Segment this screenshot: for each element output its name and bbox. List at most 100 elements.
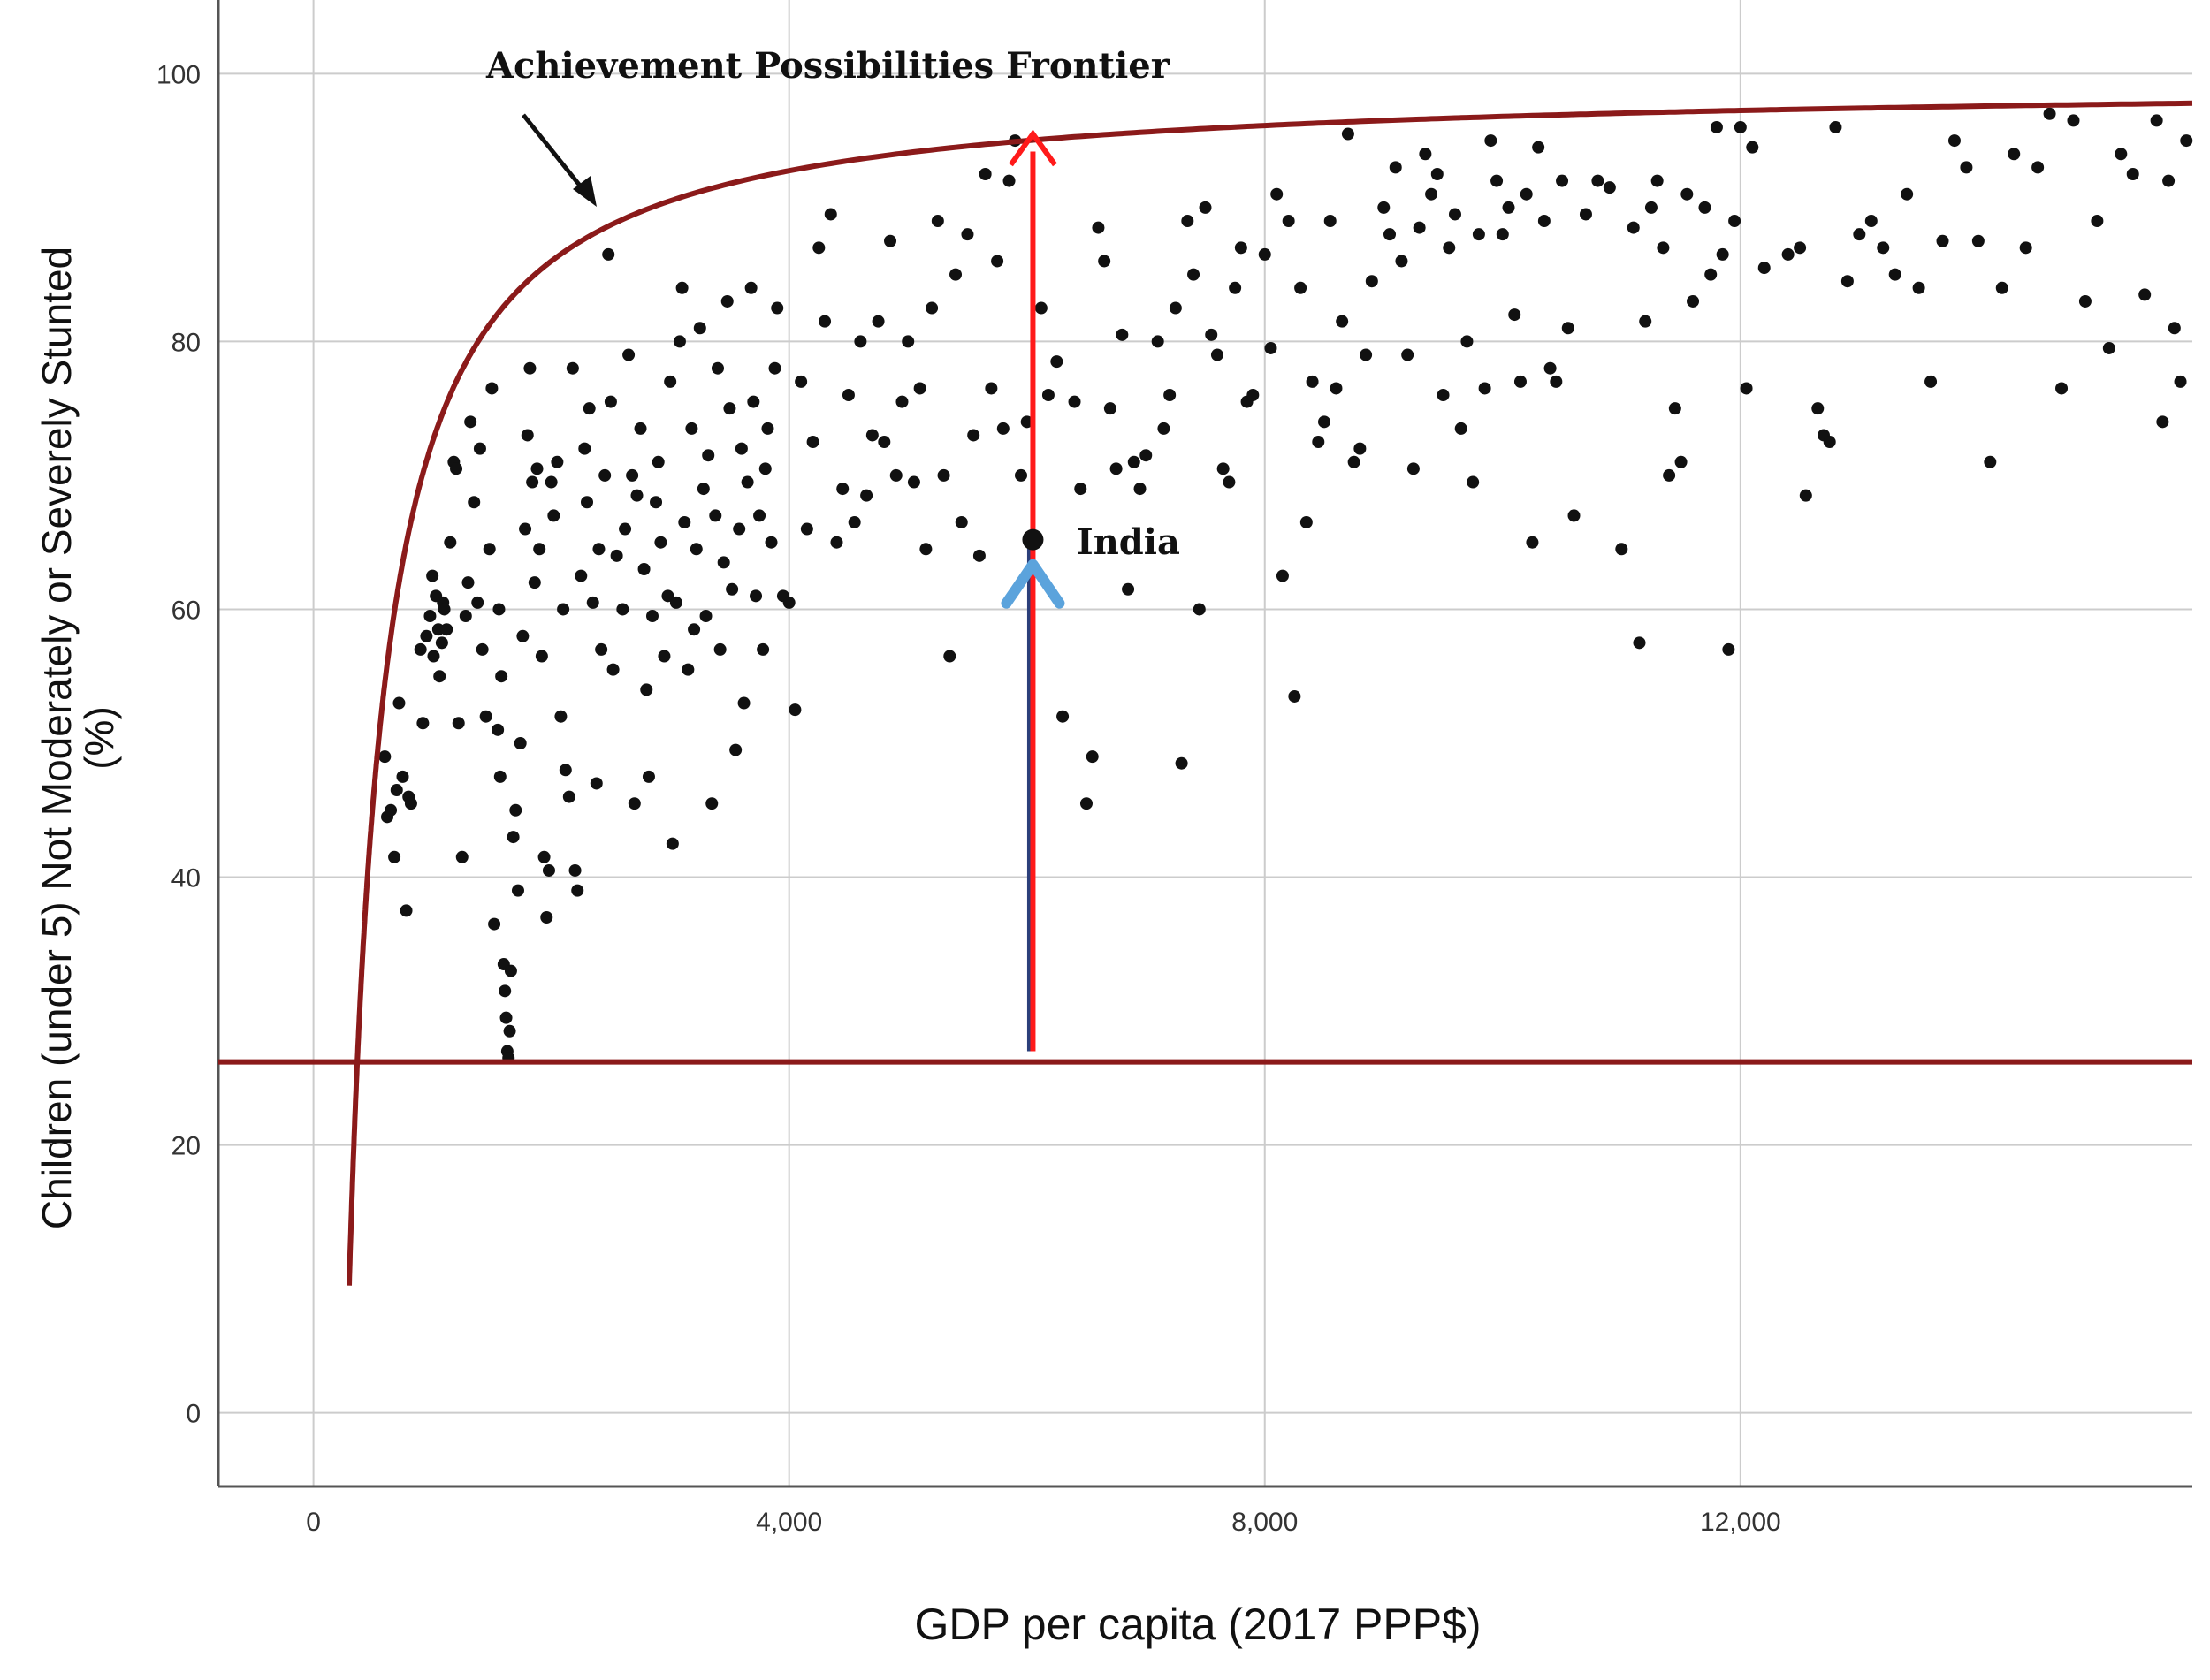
data-point	[473, 442, 486, 455]
data-point	[1223, 475, 1236, 489]
data-point	[1050, 355, 1063, 369]
data-point	[2126, 167, 2139, 180]
data-point	[547, 509, 560, 522]
data-point	[782, 596, 796, 609]
data-point	[476, 642, 489, 656]
data-point	[884, 234, 897, 247]
data-point	[1716, 247, 1729, 261]
data-point	[1901, 187, 1914, 201]
data-point	[865, 429, 879, 442]
data-point	[604, 395, 617, 408]
data-point	[1109, 462, 1123, 475]
data-point	[1258, 247, 1271, 261]
y-tick-label: 80	[171, 328, 201, 357]
data-point	[468, 496, 481, 509]
data-point	[1947, 134, 1961, 148]
data-point	[2174, 375, 2187, 388]
data-point	[1056, 710, 1070, 723]
data-point	[535, 650, 548, 663]
data-point	[396, 770, 409, 783]
data-point	[726, 582, 739, 596]
data-point	[675, 281, 689, 294]
data-point	[1478, 382, 1491, 395]
data-point	[902, 335, 915, 348]
data-point	[523, 361, 537, 375]
data-point	[645, 610, 659, 623]
data-point	[1513, 375, 1527, 388]
data-point	[385, 803, 398, 817]
data-point	[540, 910, 553, 924]
data-point	[1395, 255, 1408, 268]
data-point	[806, 436, 819, 449]
data-point	[1401, 348, 1414, 361]
data-point	[750, 589, 763, 603]
data-point	[1740, 382, 1753, 395]
data-point	[2043, 107, 2056, 120]
data-point	[461, 576, 475, 589]
data-point	[1002, 174, 1016, 187]
data-point	[836, 483, 850, 496]
data-point	[1406, 462, 1420, 475]
data-point	[2019, 241, 2032, 255]
data-point	[991, 255, 1004, 268]
y-tick-label: 100	[156, 60, 201, 89]
tick-labels: 0 4,000 8,000 12,000 0 20 40 60 80 100	[156, 60, 1781, 1537]
data-point	[1175, 756, 1188, 770]
data-point	[919, 543, 933, 556]
data-point	[713, 642, 727, 656]
data-point	[812, 241, 826, 255]
x-tick-label: 0	[306, 1508, 321, 1537]
data-point	[578, 442, 591, 455]
data-point	[1687, 294, 1700, 308]
data-point	[626, 468, 639, 482]
data-point	[1668, 402, 1681, 415]
y-axis-title: Children (under 5) Not Moderately or Sev…	[34, 247, 122, 1229]
data-point	[654, 536, 667, 549]
data-point	[1556, 174, 1569, 187]
data-point	[1877, 241, 1890, 255]
data-point	[1550, 375, 1563, 388]
data-point	[1627, 221, 1640, 234]
data-point	[907, 475, 920, 489]
data-point	[1924, 375, 1938, 388]
data-point	[2156, 415, 2169, 429]
data-point	[937, 468, 950, 482]
data-point	[795, 375, 808, 388]
data-point	[720, 294, 734, 308]
data-point	[581, 496, 594, 509]
data-point	[1698, 201, 1711, 214]
data-point	[824, 208, 837, 221]
data-point	[1079, 797, 1093, 810]
data-point	[526, 475, 539, 489]
data-point	[771, 301, 784, 315]
data-point	[1579, 208, 1592, 221]
data-point	[562, 790, 575, 803]
data-point	[492, 723, 505, 736]
data-point	[961, 228, 974, 241]
data-point	[996, 422, 1010, 435]
data-point	[1336, 315, 1349, 328]
data-point	[444, 536, 457, 549]
data-point	[483, 543, 496, 556]
data-point	[1746, 141, 1759, 154]
data-point	[485, 382, 499, 395]
data-point	[1460, 335, 1474, 348]
data-point	[433, 670, 446, 683]
data-point	[1074, 483, 1087, 496]
y-axis-title-line2: (%)	[76, 706, 122, 770]
data-point	[1234, 241, 1247, 255]
data-point	[1210, 348, 1223, 361]
data-point	[658, 650, 671, 663]
data-point	[575, 569, 588, 582]
data-point	[388, 850, 401, 863]
data-point	[551, 455, 564, 468]
data-point	[493, 770, 507, 783]
data-point	[673, 335, 686, 348]
y-tick-label: 60	[171, 596, 201, 625]
india-gap-arrowhead	[1009, 129, 1057, 167]
data-point	[842, 389, 855, 402]
data-point	[661, 589, 674, 603]
data-point	[972, 549, 986, 562]
data-point	[1467, 475, 1480, 489]
